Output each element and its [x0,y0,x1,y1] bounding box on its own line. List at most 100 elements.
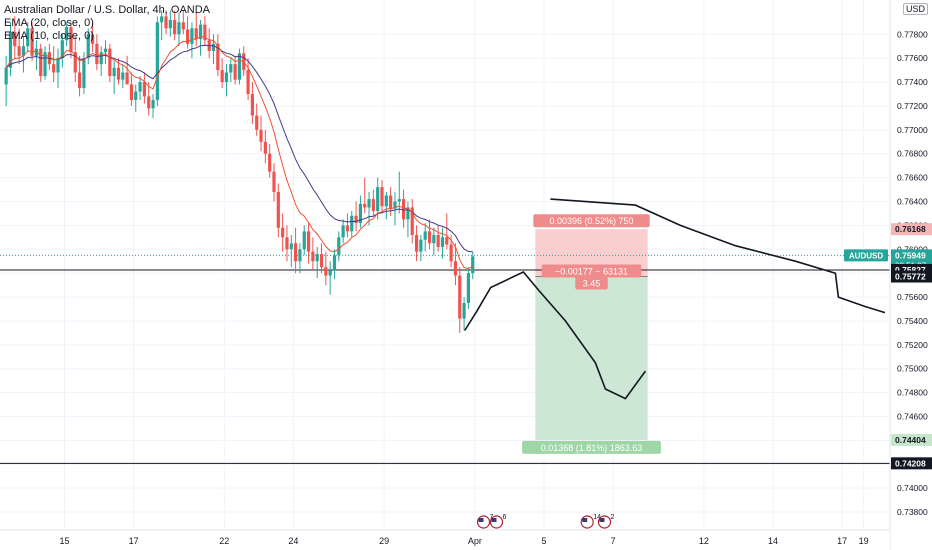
candle-body [39,48,43,77]
time-axis-bg [0,530,890,550]
candle-body [294,243,298,262]
price-tick-label: 0.76800 [897,149,928,159]
candle-body [462,303,466,319]
candle-body [471,256,475,274]
candle-body [341,225,345,238]
time-tick-label: 15 [59,536,69,546]
price-tag-line: 0.75827 [895,265,926,275]
event-markers[interactable]: 7 6 14 2 [476,514,615,529]
event-count: 7 [490,514,494,521]
candle-body [337,237,341,256]
symbol-tag-bg [844,249,888,262]
time-tick-label: 24 [288,536,298,546]
candle-body [60,40,64,59]
candle-body [427,231,432,244]
time-axis[interactable]: 15 17 22 24 29 Apr 5 7 12 14 17 19 [0,529,890,550]
price-tick-label: 0.75000 [897,364,928,374]
ema-10-label[interactable]: EMA (10, close, 0) [4,30,94,42]
candle-body [198,24,203,40]
price-tick-label: 0.76600 [897,173,928,183]
candle-body [389,195,393,209]
candle-body [34,48,38,56]
flag-canton [491,518,497,522]
time-tick-label: 17 [129,536,139,546]
price-tick-label: 0.74000 [897,483,928,493]
candle-body [371,199,375,212]
price-axis[interactable]: 0.738000.740000.742000.744000.746000.748… [844,0,932,550]
time-tick-label: 19 [859,536,869,546]
candles [4,10,475,333]
candle-body [95,43,99,65]
candle-body [319,254,324,268]
flag-canton [582,518,588,522]
price-tick-label: 0.77000 [897,125,928,135]
price-tag-line: 0.74208 [895,458,926,468]
candle-body [440,237,445,247]
currency-button[interactable]: USD [903,3,929,15]
price-tick-label: 0.76400 [897,197,928,207]
chart-legend: Australian Dollar / U.S. Dollar, 4h, OAN… [4,4,210,43]
price-tag-line: 0.75772 [895,272,926,282]
candle-body [419,239,423,252]
candle-body [237,53,242,80]
candle-body [99,52,103,65]
symbol-tag: AUDUSD [849,251,883,260]
price-tick-label: 0.73800 [897,507,928,517]
candle-body [224,72,229,83]
horizontal-lines [0,254,890,464]
projection-curve [550,198,886,314]
candle-body [151,99,155,109]
candle-body [103,48,108,53]
price-tick-label: 0.77200 [897,101,928,111]
candle-body [423,231,427,240]
candle-body [168,19,172,29]
candle-body [445,237,449,245]
candle-body [233,64,237,80]
candle-body [26,28,30,47]
candle-body [350,215,354,232]
ema-10-line [5,36,473,270]
mid-label-amount-bg [541,264,642,278]
price-tick-label: 0.75200 [897,340,928,350]
candle-body [268,153,272,172]
candle-body [259,129,263,142]
candle-body [220,70,224,83]
candle-body [328,270,332,276]
candle-body [116,67,121,80]
candle-body [406,207,410,220]
candle-body [358,203,362,223]
candle-body [112,67,116,77]
event-count: 6 [502,514,506,521]
candle-body [276,191,280,228]
ema-20-label[interactable]: EMA (20, close, 0) [4,17,94,29]
symbol-title[interactable]: Australian Dollar / U.S. Dollar, 4h, OAN… [4,4,211,16]
candle-body [108,48,112,77]
candle-body [203,24,207,41]
price-tag-stop: 0.76168 [895,224,926,234]
candle-body [414,234,419,252]
candle-body [306,231,311,252]
candle-body [255,115,259,130]
candle-body [324,267,328,276]
time-tick-label: 5 [541,536,546,546]
candle-body [363,203,367,208]
candle-body [121,72,125,80]
candle-body [376,187,380,212]
price-tick-label: 0.74600 [897,412,928,422]
time-tick-label: 17 [837,536,847,546]
candle-body [432,234,436,244]
candle-body [384,195,388,207]
candle-body [449,244,453,262]
candle-body [289,243,293,250]
position-zones [535,229,648,440]
price-tag-current: 0.75949 [895,250,926,260]
ema-20-line [5,44,473,253]
risk-label: 0.00396 (0.52%) 750 [549,216,633,226]
candle-body [229,64,233,73]
candle-body [138,82,142,92]
flag-canton [599,518,605,522]
candle-body [4,67,8,85]
candle-body [160,16,164,23]
candle-body [311,251,315,262]
